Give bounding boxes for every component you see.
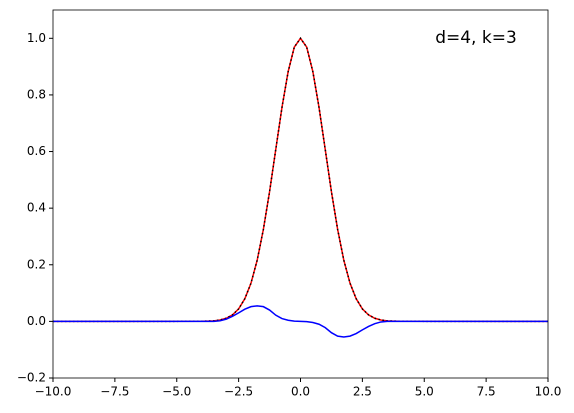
y-tick-label: 0.2 xyxy=(27,257,46,271)
x-tick-label: −5.0 xyxy=(162,385,191,399)
y-tick-label: 0.4 xyxy=(27,201,46,215)
plot-frame xyxy=(52,9,549,379)
x-tick-label: 0.0 xyxy=(291,385,310,399)
series-line xyxy=(53,305,548,338)
y-tick-label: 0.6 xyxy=(27,144,46,158)
x-tick-label: 5.0 xyxy=(415,385,434,399)
x-tick-label: −2.5 xyxy=(224,385,253,399)
series-line xyxy=(52,37,549,323)
y-tick-label: 0.8 xyxy=(27,87,46,101)
y-tick-label: 0.0 xyxy=(27,314,46,328)
series-line xyxy=(52,37,549,323)
annotation: d=4, k=3 xyxy=(435,28,517,48)
x-tick-label: 2.5 xyxy=(353,385,372,399)
x-tick-label: −7.5 xyxy=(100,385,129,399)
y-tick-label: 1.0 xyxy=(27,31,46,45)
y-tick-label: −0.2 xyxy=(17,371,46,385)
x-tick-label: 10.0 xyxy=(535,385,562,399)
x-tick-label: 7.5 xyxy=(477,385,496,399)
x-tick-label: −10.0 xyxy=(35,385,72,399)
